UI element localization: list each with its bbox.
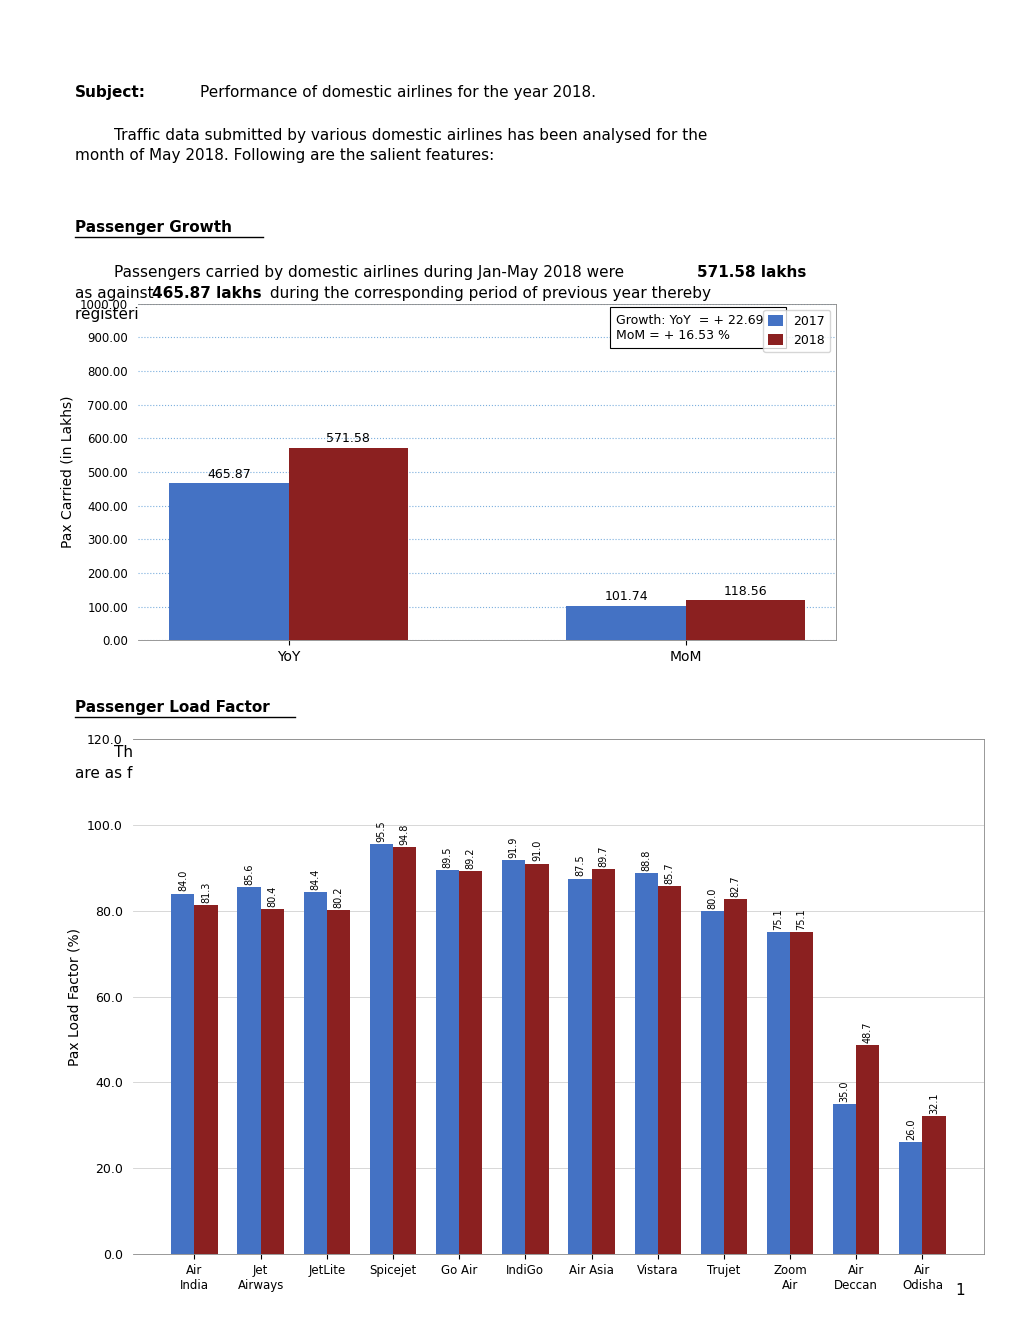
Text: 89.5: 89.5	[442, 846, 452, 869]
Text: 118.56: 118.56	[722, 585, 766, 598]
Legend: 2017, 2018: 2017, 2018	[762, 310, 829, 352]
Text: 571.58 lakhs: 571.58 lakhs	[696, 265, 806, 280]
Bar	[899, 1143, 921, 1254]
Text: 1: 1	[955, 1283, 964, 1298]
Text: Subject:: Subject:	[75, 84, 146, 100]
Text: 84.0: 84.0	[177, 870, 187, 891]
Bar	[237, 887, 261, 1254]
Bar	[723, 899, 746, 1254]
Text: 89.2: 89.2	[466, 847, 475, 869]
Text: 91.9: 91.9	[508, 837, 519, 858]
Bar	[833, 1104, 855, 1254]
Text: registering a: registering a	[75, 308, 177, 322]
Text: Traffic data submitted by various domestic airlines has been analysed for the: Traffic data submitted by various domest…	[75, 128, 707, 143]
Bar	[591, 869, 614, 1254]
Text: 75.1: 75.1	[796, 908, 806, 929]
Text: during the corresponding period of previous year thereby: during the corresponding period of previ…	[265, 286, 710, 301]
Text: 75.1: 75.1	[772, 908, 783, 929]
Text: month of May 2018. Following are the salient features:: month of May 2018. Following are the sal…	[75, 148, 494, 162]
Text: growth of 22.69% (Ref Table 1): growth of 22.69% (Ref Table 1)	[162, 308, 428, 322]
Bar	[171, 894, 195, 1254]
Text: 465.87 lakhs: 465.87 lakhs	[152, 286, 261, 301]
Bar	[261, 909, 283, 1254]
Text: 82.7: 82.7	[730, 875, 740, 898]
Text: 94.8: 94.8	[399, 824, 410, 845]
Bar	[435, 870, 459, 1254]
Bar	[525, 863, 548, 1254]
Bar	[304, 892, 326, 1254]
Text: 80.4: 80.4	[267, 886, 277, 907]
Text: 26.0: 26.0	[905, 1119, 915, 1140]
Text: The passenger load factors of various scheduled domestic airlines in May 2018: The passenger load factors of various sc…	[75, 744, 720, 760]
Y-axis label: Pax Load Factor (%): Pax Load Factor (%)	[67, 928, 82, 1065]
Text: 95.5: 95.5	[376, 821, 386, 842]
Text: Passenger Growth: Passenger Growth	[75, 220, 231, 235]
Bar	[921, 1117, 945, 1254]
Bar	[169, 483, 288, 640]
Text: Growth: YoY  = + 22.69 %
MoM = + 16.53 %: Growth: YoY = + 22.69 % MoM = + 16.53 %	[615, 314, 780, 342]
Text: 465.87: 465.87	[207, 467, 251, 480]
Bar	[855, 1045, 878, 1254]
Bar	[657, 886, 681, 1254]
Text: (Ref Table 2): (Ref Table 2)	[186, 766, 296, 781]
Text: 48.7: 48.7	[862, 1022, 872, 1043]
Text: 85.7: 85.7	[663, 862, 674, 884]
Text: Performance of domestic airlines for the year 2018.: Performance of domestic airlines for the…	[200, 84, 595, 100]
Bar	[195, 906, 217, 1254]
Text: 32.1: 32.1	[928, 1093, 938, 1114]
Bar	[634, 873, 657, 1254]
Text: 80.0: 80.0	[706, 887, 716, 908]
Text: 85.6: 85.6	[244, 863, 254, 884]
Text: 35.0: 35.0	[839, 1080, 849, 1102]
Text: 89.7: 89.7	[597, 846, 607, 867]
Text: as against: as against	[75, 286, 158, 301]
Text: 80.2: 80.2	[333, 886, 343, 908]
Bar	[566, 606, 685, 640]
Bar	[568, 879, 591, 1254]
Bar	[288, 447, 408, 640]
Y-axis label: Pax Carried (in Lakhs): Pax Carried (in Lakhs)	[60, 396, 74, 548]
Text: 88.8: 88.8	[641, 850, 650, 871]
Bar	[459, 871, 482, 1254]
Bar	[392, 847, 416, 1254]
Text: Passengers carried by domestic airlines during Jan-May 2018 were: Passengers carried by domestic airlines …	[75, 265, 629, 280]
Text: :: :	[325, 766, 330, 781]
Text: are as follows: are as follows	[75, 766, 184, 781]
Bar	[370, 845, 392, 1254]
Bar	[700, 911, 723, 1254]
Text: 87.5: 87.5	[575, 855, 584, 876]
Text: 571.58: 571.58	[326, 432, 370, 445]
Text: Passenger Load Factor: Passenger Load Factor	[75, 700, 269, 715]
Bar	[501, 859, 525, 1254]
Text: 101.74: 101.74	[603, 590, 647, 603]
Text: .: .	[468, 308, 473, 322]
Bar	[326, 909, 350, 1254]
Bar	[766, 932, 790, 1254]
Text: 84.4: 84.4	[310, 869, 320, 890]
Text: 91.0: 91.0	[532, 840, 541, 862]
Bar	[685, 601, 804, 640]
Text: 81.3: 81.3	[201, 882, 211, 903]
Bar	[790, 932, 812, 1254]
